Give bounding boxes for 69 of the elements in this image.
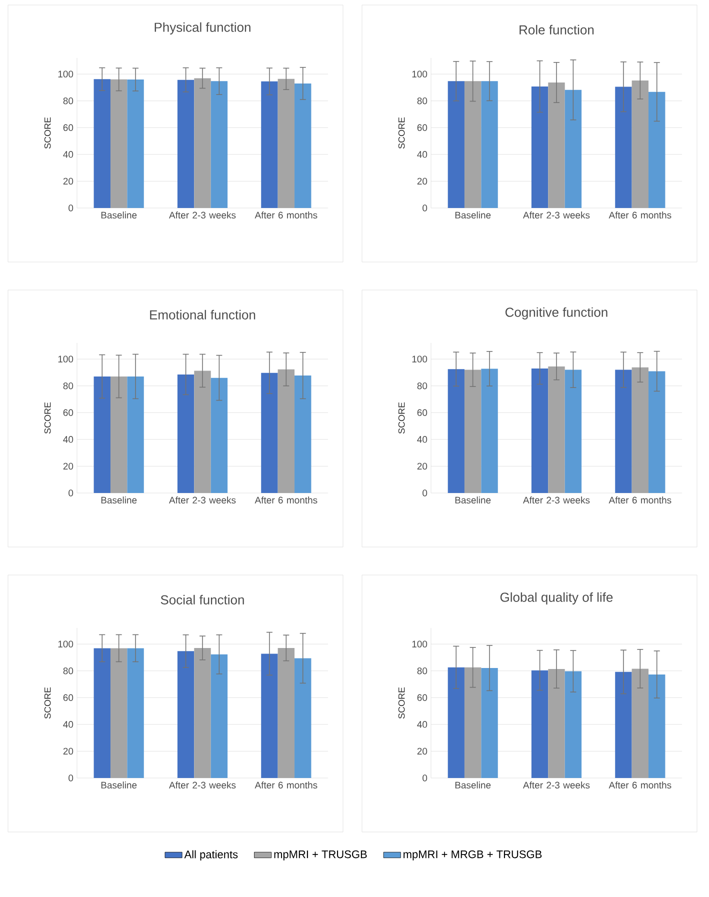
y-tick-label: 20 xyxy=(63,178,74,185)
legend-label: All patients xyxy=(184,850,238,860)
y-tick-label: 80 xyxy=(417,667,428,674)
x-tick-label: After 2-3 weeks xyxy=(168,496,236,504)
y-axis-title: SCORE xyxy=(398,687,405,719)
x-tick-label: Baseline xyxy=(101,496,137,504)
y-tick-label: 60 xyxy=(417,694,428,701)
y-tick-label: 60 xyxy=(63,694,74,701)
y-axis-title: SCORE xyxy=(44,687,51,719)
y-tick-label: 100 xyxy=(412,70,428,78)
y-tick-label: 0 xyxy=(422,204,428,212)
y-tick-label: 80 xyxy=(63,97,74,104)
y-axis-title: SCORE xyxy=(44,117,51,149)
y-tick-label: 80 xyxy=(63,667,74,674)
y-tick-label: 40 xyxy=(417,436,428,443)
y-tick-label: 40 xyxy=(417,721,428,728)
y-tick-label: 40 xyxy=(63,721,74,728)
y-tick-label: 40 xyxy=(417,151,428,158)
y-tick-label: 80 xyxy=(417,382,428,390)
x-tick-label: After 2-3 weeks xyxy=(168,782,236,789)
chart-title: Global quality of life xyxy=(500,592,613,604)
y-tick-label: 60 xyxy=(417,124,428,132)
y-tick-label: 0 xyxy=(422,490,428,496)
y-tick-label: 40 xyxy=(63,436,74,443)
legend-label: mpMRI + MRGB + TRUSGB xyxy=(404,850,542,860)
y-tick-label: 20 xyxy=(63,748,74,755)
y-tick-label: 80 xyxy=(417,97,428,104)
x-tick-label: After 6 months xyxy=(254,782,318,789)
y-tick-label: 20 xyxy=(417,178,428,185)
y-tick-label: 40 xyxy=(63,151,74,158)
x-tick-label: Baseline xyxy=(101,212,137,219)
y-axis-title: SCORE xyxy=(398,117,405,149)
x-tick-label: After 2-3 weeks xyxy=(168,212,236,219)
x-tick-label: Baseline xyxy=(455,782,491,789)
x-tick-label: After 6 months xyxy=(254,212,318,219)
x-tick-label: After 2-3 weeks xyxy=(522,496,590,504)
x-tick-label: After 2-3 weeks xyxy=(522,782,590,789)
chart-title: Role function xyxy=(520,24,594,34)
y-tick-label: 100 xyxy=(58,70,74,78)
y-tick-label: 20 xyxy=(417,462,428,470)
y-axis-title: SCORE xyxy=(44,402,51,434)
chart-title: Social function xyxy=(160,594,244,604)
y-tick-label: 100 xyxy=(58,356,74,362)
y-tick-label: 0 xyxy=(422,774,428,782)
y-axis-title: SCORE xyxy=(398,402,405,434)
x-tick-label: Baseline xyxy=(455,212,491,219)
y-tick-label: 100 xyxy=(412,640,428,648)
chart-title: Emotional function xyxy=(150,310,256,320)
legend-label: mpMRI + TRUSGB xyxy=(274,850,367,860)
x-tick-label: Baseline xyxy=(455,496,491,504)
y-tick-label: 60 xyxy=(63,124,74,132)
x-tick-label: After 6 months xyxy=(608,782,672,789)
y-tick-label: 60 xyxy=(417,409,428,416)
x-tick-label: After 6 months xyxy=(608,496,672,504)
y-tick-label: 0 xyxy=(68,774,74,782)
y-tick-label: 60 xyxy=(63,409,74,416)
y-tick-label: 0 xyxy=(68,490,74,496)
y-tick-label: 0 xyxy=(68,204,74,212)
x-tick-label: After 2-3 weeks xyxy=(522,212,590,219)
y-tick-label: 80 xyxy=(63,382,74,390)
chart-title: Physical function xyxy=(154,22,250,34)
x-tick-label: Baseline xyxy=(101,782,137,789)
y-tick-label: 20 xyxy=(63,462,74,470)
chart-title: Cognitive function xyxy=(505,307,608,320)
y-tick-label: 100 xyxy=(412,356,428,362)
y-tick-label: 100 xyxy=(58,640,74,648)
x-tick-label: After 6 months xyxy=(608,212,672,219)
x-tick-label: After 6 months xyxy=(254,496,318,504)
y-tick-label: 20 xyxy=(417,748,428,755)
